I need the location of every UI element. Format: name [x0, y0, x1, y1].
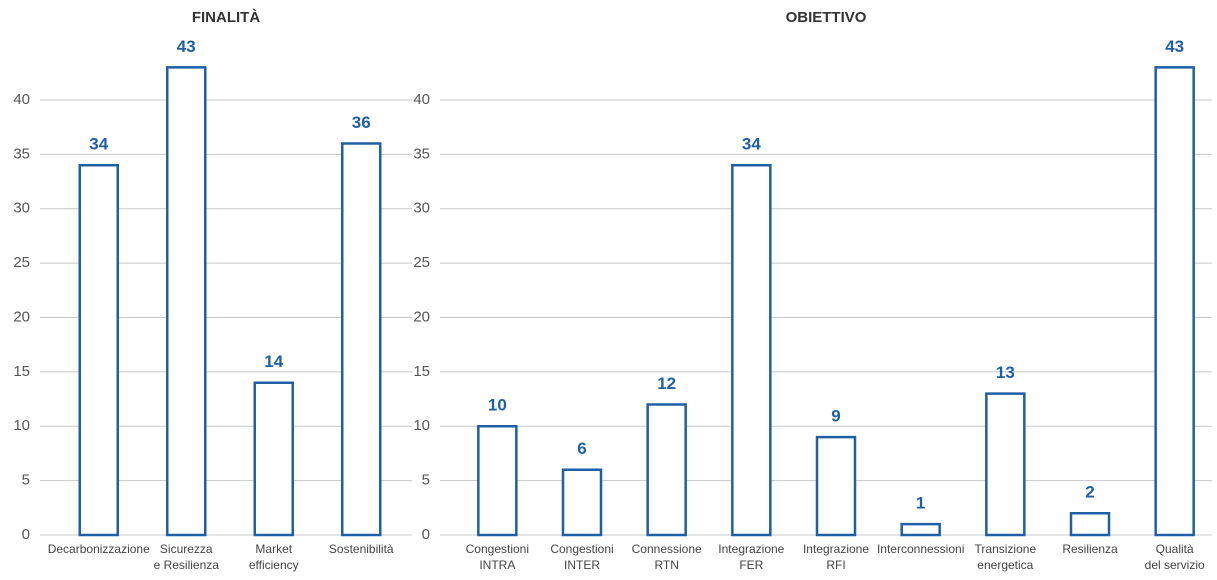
- value-label: 43: [177, 37, 196, 56]
- x-tick-label: Congestioni INTER: [550, 542, 613, 572]
- y-tick-label: 25: [13, 254, 30, 271]
- x-tick-label: Sostenibilità: [329, 542, 394, 556]
- y-tick-label: 5: [22, 472, 30, 489]
- bar: [477, 424, 518, 537]
- x-tick-line: e Resilienza: [154, 558, 220, 572]
- bar: [253, 381, 294, 537]
- x-tick-line: efficiency: [249, 558, 299, 572]
- x-tick-line: Qualità: [1156, 542, 1194, 556]
- y-tick-label: 40: [13, 91, 30, 108]
- y-tick-label: 25: [413, 254, 430, 271]
- x-tick-label: Market efficiency: [249, 542, 299, 572]
- chart-title: OBIETTIVO: [786, 9, 867, 26]
- x-tick-line: RFI: [826, 558, 845, 572]
- x-tick-line: Market: [255, 542, 292, 556]
- x-tick-label: Integrazione FER: [718, 542, 784, 572]
- bar: [985, 392, 1026, 537]
- bar: [78, 163, 119, 537]
- x-tick-label: Transizione energetica: [975, 542, 1037, 572]
- x-tick-line: INTER: [564, 558, 600, 572]
- value-label: 34: [742, 135, 761, 154]
- bar: [166, 66, 207, 537]
- value-label: 13: [996, 363, 1015, 382]
- y-tick-label: 40: [413, 91, 430, 108]
- x-tick-line: Sostenibilità: [329, 542, 394, 556]
- x-tick-label: Resilienza: [1062, 542, 1118, 556]
- x-tick-line: Congestioni: [550, 542, 613, 556]
- bar: [646, 403, 687, 537]
- x-tick-label: Interconnessioni: [877, 542, 964, 556]
- x-tick-label: Qualità del servizio: [1145, 542, 1205, 572]
- x-tick-label: Sicurezza e Resilienza: [154, 542, 220, 572]
- x-tick-line: energetica: [977, 558, 1033, 572]
- x-tick-line: Connessione: [632, 542, 702, 556]
- x-tick-line: Integrazione: [803, 542, 869, 556]
- bar: [1069, 511, 1111, 537]
- bar: [900, 522, 941, 537]
- bar: [561, 468, 603, 537]
- x-tick-line: Integrazione: [718, 542, 784, 556]
- y-tick-label: 20: [13, 308, 30, 325]
- y-tick-label: 0: [22, 526, 30, 543]
- y-tick-label: 15: [13, 363, 30, 380]
- value-label: 10: [488, 396, 507, 415]
- y-tick-label: 35: [13, 145, 30, 162]
- x-tick-line: Interconnessioni: [877, 542, 964, 556]
- value-label: 14: [264, 352, 283, 371]
- y-tick-label: 10: [13, 417, 30, 434]
- bar: [731, 163, 772, 537]
- chart-title: FINALITÀ: [192, 9, 260, 26]
- value-label: 2: [1085, 483, 1094, 502]
- value-label: 12: [657, 374, 676, 393]
- x-tick-line: Congestioni: [466, 542, 529, 556]
- x-tick-label: Decarbonizzazione: [48, 542, 150, 556]
- x-tick-label: Integrazione RFI: [803, 542, 869, 572]
- value-label: 43: [1165, 37, 1184, 56]
- value-label: 6: [577, 439, 586, 458]
- value-label: 34: [89, 135, 108, 154]
- y-tick-label: 20: [413, 308, 430, 325]
- y-tick-label: 0: [422, 526, 430, 543]
- y-tick-label: 10: [413, 417, 430, 434]
- x-tick-line: Transizione: [975, 542, 1037, 556]
- x-tick-label: Connessione RTN: [632, 542, 702, 572]
- value-label: 36: [352, 113, 371, 132]
- y-tick-label: 15: [413, 363, 430, 380]
- y-tick-label: 5: [422, 472, 430, 489]
- value-label: 9: [831, 407, 840, 426]
- x-tick-label: Congestioni INTRA: [466, 542, 529, 572]
- y-tick-label: 30: [13, 200, 30, 217]
- x-tick-line: Resilienza: [1062, 542, 1118, 556]
- x-tick-line: Sicurezza: [160, 542, 213, 556]
- y-tick-label: 30: [413, 200, 430, 217]
- y-tick-label: 35: [413, 145, 430, 162]
- x-tick-line: del servizio: [1145, 558, 1205, 572]
- x-tick-line: RTN: [654, 558, 678, 572]
- bar: [1154, 66, 1195, 537]
- x-tick-line: FER: [739, 558, 763, 572]
- bar: [815, 435, 857, 537]
- x-tick-line: INTRA: [479, 558, 515, 572]
- bar: [341, 142, 382, 537]
- x-tick-line: Decarbonizzazione: [48, 542, 150, 556]
- value-label: 1: [916, 494, 925, 513]
